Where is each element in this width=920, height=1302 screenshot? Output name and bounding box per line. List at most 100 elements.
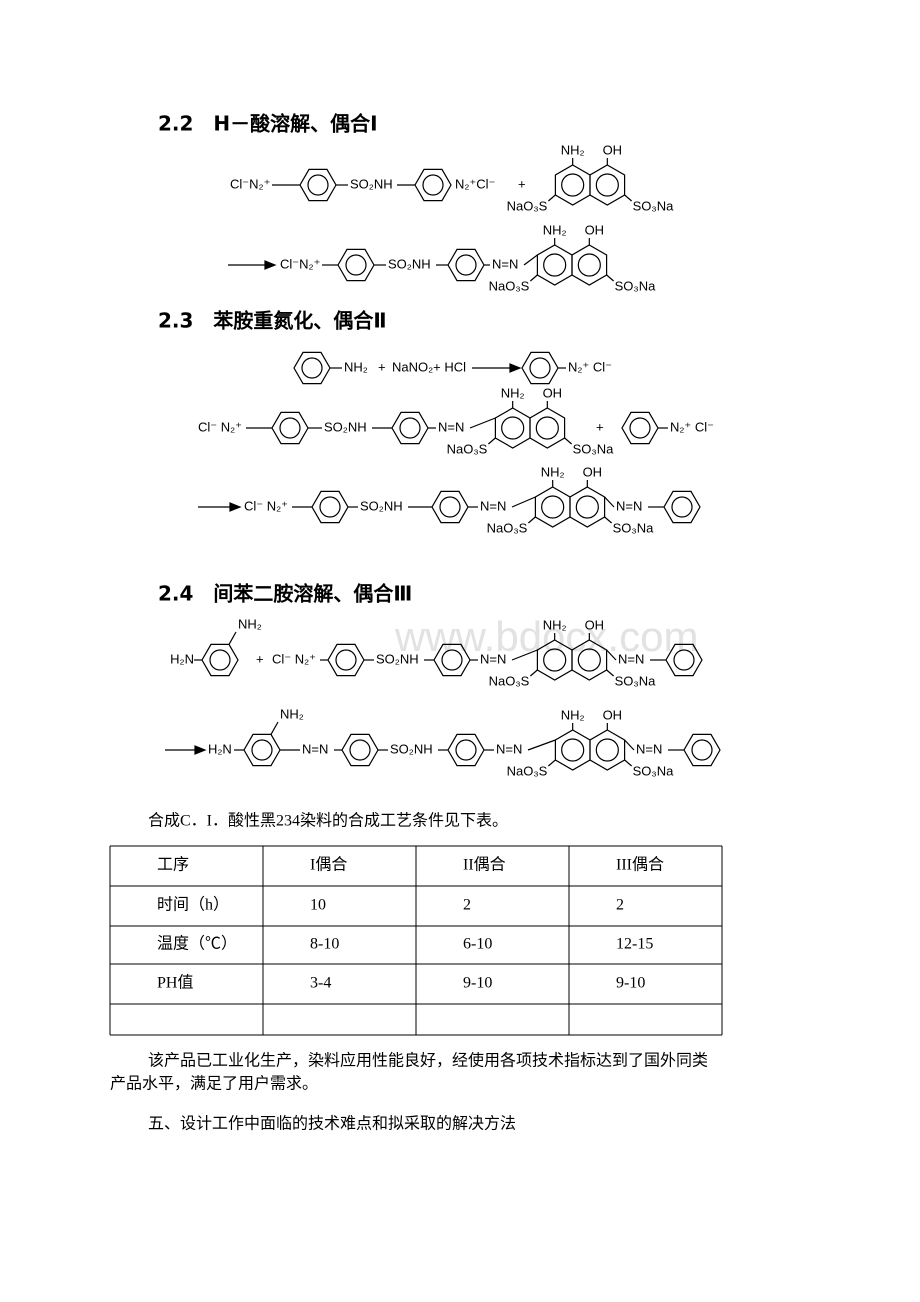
section-heading: 2.4 间苯二胺溶解、偶合Ⅲ: [158, 582, 412, 606]
table-cell: 9-10: [463, 975, 492, 992]
ring-circle: [251, 739, 273, 761]
chem-label: SO₂NH: [360, 498, 403, 513]
ring-circle: [595, 173, 619, 197]
naphthalene-ring: [536, 244, 573, 286]
chem-label: +: [596, 419, 604, 434]
table-header: II偶合: [463, 856, 506, 874]
naphthalene-ring: [529, 407, 566, 449]
table-cell: PH值: [157, 974, 193, 992]
chem-label: N=N: [302, 741, 328, 756]
ring-circle: [501, 416, 525, 440]
benzene-ring: [327, 643, 365, 677]
benzene-ring: [293, 351, 331, 385]
ring-circle: [629, 417, 651, 439]
table-cell: 8-10: [310, 936, 339, 953]
chem-label: NaO₃S: [487, 520, 528, 535]
bond: [511, 649, 538, 661]
ring-circle: [543, 648, 567, 672]
chem-label: OH: [585, 617, 605, 632]
table-header: I偶合: [310, 856, 347, 874]
ring-circle: [577, 648, 601, 672]
chem-label: SO₂NH: [376, 651, 419, 666]
chem-label: NaO₃S: [507, 763, 548, 778]
table-cell: 2: [463, 897, 471, 914]
naphthalene-ring: [554, 729, 591, 771]
chem-label: N=N: [492, 256, 518, 271]
chem-label: NH₂: [543, 222, 567, 237]
bond: [547, 759, 556, 767]
bond: [547, 194, 556, 202]
benzene-ring: [433, 643, 471, 677]
naphthalene-ring: [534, 486, 571, 528]
benzene-ring: [201, 643, 239, 677]
naphthalene-ring: [589, 729, 626, 771]
ring-circle: [335, 649, 357, 671]
chem-label: Cl⁻N₂⁺: [230, 176, 270, 191]
ring-circle: [561, 173, 585, 197]
benzene-ring: [447, 733, 485, 767]
bond: [624, 194, 633, 202]
chem-label: +: [256, 651, 264, 666]
ring-circle: [541, 495, 565, 519]
chem-label: Cl⁻ N₂⁺: [198, 419, 242, 434]
ring-circle: [673, 649, 695, 671]
ring-circle: [441, 649, 463, 671]
benzene-ring: [299, 168, 337, 202]
ring-circle: [301, 357, 323, 379]
benzene-ring: [391, 411, 429, 445]
chem-label: N₂⁺Cl⁻: [455, 176, 495, 191]
benzene-ring: [431, 490, 469, 524]
chem-label: NH₂: [561, 707, 585, 722]
chem-label: NaNO₂+ HCl: [392, 359, 466, 374]
table-cell: 9-10: [616, 975, 645, 992]
bond: [527, 516, 536, 524]
ring-circle: [307, 174, 329, 196]
ring-circle: [319, 496, 341, 518]
chem-label: NH₂: [344, 359, 368, 374]
chem-label: OH: [585, 222, 605, 237]
bond: [527, 739, 556, 751]
bond: [228, 631, 237, 645]
benzene-ring: [271, 411, 309, 445]
chem-label: OH: [583, 464, 603, 479]
chem-label: OH: [603, 707, 623, 722]
benzene-ring: [665, 643, 703, 677]
ring-circle: [575, 495, 599, 519]
section-title: 五、设计工作中面临的技术难点和拟采取的解决方法: [148, 1115, 516, 1133]
chem-label: NH₂: [280, 706, 304, 721]
arrow-head: [264, 260, 277, 270]
ring-circle: [691, 739, 713, 761]
table-cell: 2: [616, 897, 624, 914]
arrow-head: [509, 363, 522, 373]
chem-label: +: [518, 176, 526, 191]
ring-circle: [561, 738, 585, 762]
ring-circle: [543, 253, 567, 277]
table-cell: 温度（℃）: [157, 935, 237, 953]
arrow-head: [194, 745, 207, 755]
chem-label: NH₂: [238, 616, 262, 631]
chem-label: N=N: [480, 498, 506, 513]
chem-label: SO₃Na: [613, 520, 654, 535]
chem-label: OH: [603, 142, 623, 157]
bond: [270, 721, 279, 735]
table-cell: 12-15: [616, 936, 653, 953]
bond: [529, 274, 538, 282]
paragraph-line: 产品水平，满足了用户需求。: [110, 1075, 318, 1093]
chem-label: NaO₃S: [447, 441, 488, 456]
chem-label: N=N: [616, 498, 642, 513]
benzene-ring: [447, 248, 485, 282]
table-cell: 6-10: [463, 936, 492, 953]
chem-label: NH₂: [501, 385, 525, 400]
bond: [624, 739, 635, 751]
chem-label: N₂⁺ Cl⁻: [568, 359, 612, 374]
intro-text: 合成C．I．酸性黑234染料的合成工艺条件见下表。: [148, 812, 508, 830]
chem-label: SO₂NH: [390, 741, 433, 756]
benzene-ring: [683, 733, 721, 767]
section-heading: 2.2 H－酸溶解、偶合Ⅰ: [158, 112, 378, 136]
naphthalene-ring: [589, 164, 626, 206]
ring-circle: [209, 649, 231, 671]
chem-label: SO₃Na: [633, 763, 674, 778]
table-cell: 10: [310, 897, 326, 914]
naphthalene-ring: [554, 164, 591, 206]
chem-label: Cl⁻N₂⁺: [280, 256, 320, 271]
